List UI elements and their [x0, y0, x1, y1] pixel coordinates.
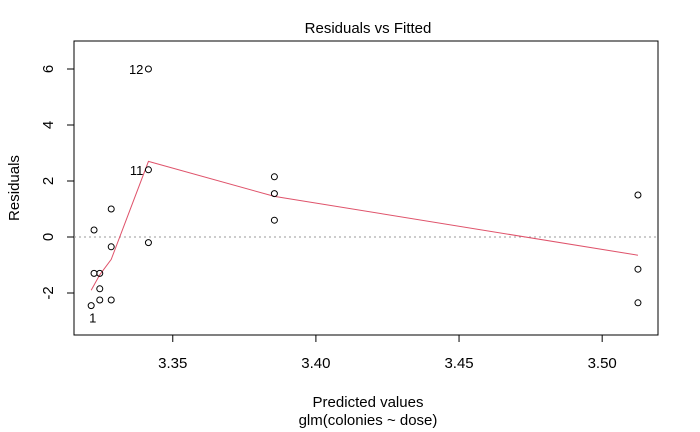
residual-point	[96, 285, 104, 293]
residual-point	[87, 302, 95, 310]
residual-point	[107, 243, 115, 251]
residual-point	[90, 226, 98, 234]
y-tick-label: 2	[40, 177, 57, 185]
x-axis-sublabel: glm(colonies ~ dose)	[299, 412, 438, 429]
y-tick-label: 0	[40, 233, 57, 241]
y-tick-label: -2	[40, 286, 57, 299]
plot-box	[73, 40, 659, 336]
residual-point	[270, 190, 278, 198]
x-axis-label: Predicted values	[313, 394, 424, 411]
residual-points	[87, 65, 642, 310]
y-axis: -2 0 2 4 6	[40, 65, 75, 300]
residual-point	[96, 296, 104, 304]
residual-point	[634, 191, 642, 199]
residual-point	[270, 173, 278, 181]
residual-point	[634, 299, 642, 307]
residual-point	[270, 216, 278, 224]
y-tick-label: 4	[40, 121, 57, 129]
y-tick-label: 6	[40, 65, 57, 73]
x-axis: 3.35 3.40 3.45 3.50	[158, 334, 617, 372]
residual-point	[634, 265, 642, 273]
x-tick-label: 3.35	[158, 355, 187, 372]
smoother-line	[90, 160, 639, 291]
residual-point	[144, 166, 152, 174]
point-label: 12	[129, 62, 143, 77]
y-axis-label: Residuals	[6, 155, 23, 221]
x-tick-label: 3.40	[301, 355, 330, 372]
residual-point	[107, 296, 115, 304]
residual-point	[90, 269, 98, 277]
x-tick-label: 3.45	[444, 355, 473, 372]
x-tick-label: 3.50	[588, 355, 617, 372]
point-label: 11	[130, 163, 144, 178]
residual-point	[144, 65, 152, 73]
residual-point	[107, 205, 115, 213]
residual-point	[96, 269, 104, 277]
chart-title: Residuals vs Fitted	[305, 20, 432, 37]
point-label: 1	[89, 311, 96, 326]
residual-point	[144, 239, 152, 247]
